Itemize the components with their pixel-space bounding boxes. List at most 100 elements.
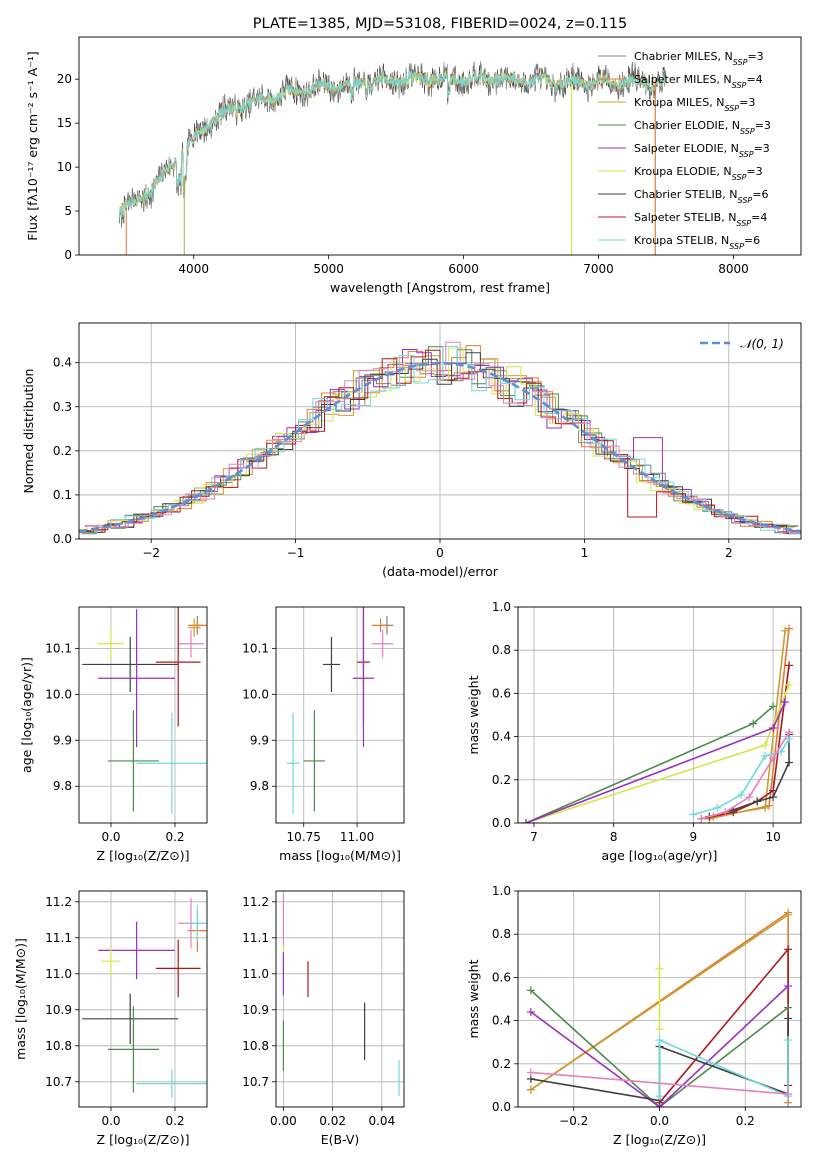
marker-chabrier_stelib <box>753 797 762 806</box>
data-point-chabrier_stelib <box>322 636 340 693</box>
data-point-salpeter_miles <box>372 618 390 633</box>
marker-kroupa_miles <box>761 803 770 812</box>
data-point-salpeter_elodie <box>98 921 175 980</box>
y-tick-label: 15 <box>57 116 72 130</box>
figure-title: PLATE=1385, MJD=53108, FIBERID=0024, z=0… <box>253 16 627 32</box>
histogram-chabrier_stelib <box>79 352 799 533</box>
x-tick-label: 0.2 <box>165 830 184 844</box>
marker-kroupa_miles <box>781 626 790 635</box>
marker-kroupa_miles <box>784 910 793 919</box>
y-tick-label: 10.8 <box>45 1039 72 1053</box>
marker-kroupa_stelib <box>655 1036 664 1045</box>
histogram-kroupa_elodie <box>79 347 796 530</box>
plot-area <box>119 61 667 255</box>
spectrum-legend: Chabrier MILES, NSSP=3 Salpeter MILES, NS… <box>598 50 771 251</box>
y-tick-label: 1.0 <box>492 884 511 898</box>
marker-chabrier_elodie <box>784 1003 793 1012</box>
y-tick-label: 0.3 <box>53 400 72 414</box>
marker-kroupa_elodie <box>655 1025 664 1034</box>
plot-area <box>79 341 801 535</box>
marker-kroupa_stelib <box>784 1036 793 1045</box>
x-axis-label: Z [log₁₀(Z/Z⊙)] <box>97 1132 190 1147</box>
data-point-kroupa_stelib <box>187 905 207 942</box>
y-axis-label: Normed distribution <box>21 369 36 494</box>
y-tick-label: 0.4 <box>492 730 511 744</box>
gridlines <box>518 606 801 824</box>
weight-line-kroupa_stelib <box>693 738 790 816</box>
normal-curve <box>79 361 801 533</box>
weight-line-pink <box>530 1071 789 1095</box>
x-axis-label: age [log₁₀(age/yr)] <box>602 848 718 863</box>
legend-label-normal: 𝒩(0, 1) <box>740 337 784 351</box>
y-tick-label: 0.6 <box>492 970 511 984</box>
marker-kroupa_stelib <box>713 803 722 812</box>
plot-area <box>286 607 394 814</box>
x-tick-label: 5000 <box>313 262 344 276</box>
x-tick-label: 9 <box>690 830 698 844</box>
x-tick-label: 0.0 <box>101 1114 120 1128</box>
y-tick-label: 0.6 <box>492 686 511 700</box>
y-tick-label: 10 <box>57 160 72 174</box>
x-tick-label: 2 <box>725 546 733 560</box>
weight-line-chabrier_stelib <box>709 734 790 818</box>
gridlines <box>276 607 404 823</box>
y-tick-label: 9.9 <box>250 733 269 747</box>
marker-kroupa_miles <box>526 1085 535 1094</box>
marker-kroupa_elodie <box>761 741 770 750</box>
data-point-kroupa_elodie <box>101 946 121 976</box>
axes-frame <box>275 890 405 1108</box>
legend-label-chabrier_miles: Chabrier MILES, NSSP=3 <box>634 50 764 67</box>
x-tick-label: −1 <box>287 546 305 560</box>
marker-salpeter_elodie <box>784 982 793 991</box>
y-tick-label: 11.2 <box>45 895 72 909</box>
marker-chabrier_stelib <box>784 1014 793 1023</box>
data-point-pink <box>372 629 394 658</box>
x-axis-label: Z [log₁₀(Z/Z⊙)] <box>97 848 190 863</box>
marker-kroupa_stelib <box>689 810 698 819</box>
marker-chabrier_stelib <box>769 793 778 802</box>
y-tick-label: 10.1 <box>45 641 72 655</box>
data-point-pink <box>178 629 204 658</box>
panel-mass_vs_Z: 0.0 0.2 10.7 10.8 10.9 11.0 11.1 11.2 Z [log₁₀(Z… <box>13 890 208 1147</box>
y-tick-label: 9.8 <box>250 779 269 793</box>
panel-weight_vs_Z: −0.2 0.0 0.2 0.0 0.2 0.4 0.6 0.8 1.0 Z [log₁₀(Z/Z… <box>466 884 802 1147</box>
marker-kroupa_stelib <box>655 1092 664 1101</box>
marker-chabrier_stelib <box>785 758 794 767</box>
x-tick-label: 0.0 <box>101 830 120 844</box>
marker-kroupa_stelib <box>777 747 786 756</box>
panel-residuals: −2 −1 0 1 2 0.0 0.1 0.2 0.3 0.4 (data-model)/error… <box>21 322 802 579</box>
y-tick-label: 0 <box>64 248 72 262</box>
panel-weight_vs_age: 7 8 9 10 0.0 0.2 0.4 0.6 0.8 1.0 age [log₁₀(age/yr… <box>466 600 802 863</box>
marker-chabrier_elodie <box>526 986 535 995</box>
spectrum-line-kroupa_stelib <box>119 68 667 218</box>
y-tick-label: 9.9 <box>53 733 72 747</box>
marker-pink <box>745 793 754 802</box>
marker-pink <box>769 754 778 763</box>
plot-area <box>82 898 207 1098</box>
data-point-kroupa_stelib <box>136 1069 207 1098</box>
x-tick-label: −2 <box>142 546 160 560</box>
marker-kroupa_elodie <box>655 964 664 973</box>
x-axis-label: mass [log₁₀(M/M⊙)] <box>279 848 401 863</box>
legend-label-kroupa_elodie: Kroupa ELODIE, NSSP=3 <box>634 165 763 182</box>
y-tick-label: 0.2 <box>492 773 511 787</box>
data-point-salpeter_stelib <box>155 607 201 727</box>
x-axis-label: wavelength [Angstrom, rest frame] <box>330 280 550 295</box>
marker-chabrier_elodie <box>749 719 758 728</box>
x-tick-label: 1 <box>581 546 589 560</box>
legend-label-salpeter_stelib: Salpeter STELIB, NSSP=4 <box>634 211 767 228</box>
panel-age_vs_Z: 0.0 0.2 9.8 9.9 10.0 10.1 Z [log₁₀(Z/Z⊙)] age [… <box>19 606 208 863</box>
marker-salpeter_miles <box>785 624 794 633</box>
weight-line-salpeter_stelib <box>658 947 789 1104</box>
x-tick-label: 7000 <box>583 262 614 276</box>
y-axis-label: mass weight <box>466 959 481 1038</box>
marker-chabrier_elodie <box>769 702 778 711</box>
plot-area <box>526 908 793 1107</box>
legend-label-chabrier_stelib: Chabrier STELIB, NSSP=6 <box>634 188 768 205</box>
y-tick-label: 5 <box>64 204 72 218</box>
x-tick-label: 0.0 <box>650 1114 669 1128</box>
x-axis-label: (data-model)/error <box>382 564 499 579</box>
marker-pink <box>721 808 730 817</box>
marker-pink <box>785 728 794 737</box>
